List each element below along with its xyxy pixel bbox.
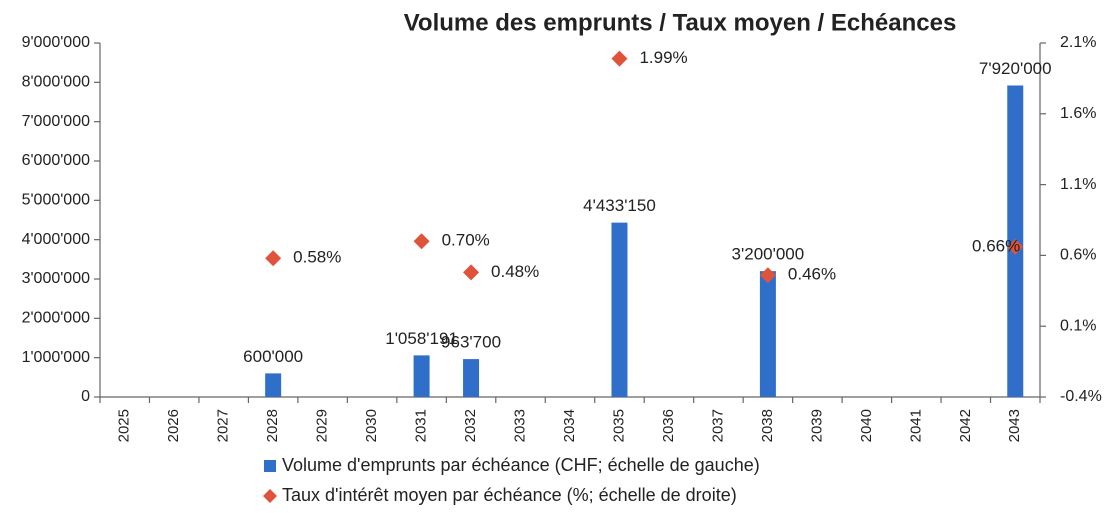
y2-tick-label: 2.1% [1060, 34, 1096, 51]
marker-value-label: 0.70% [442, 231, 490, 250]
x-tick-label: 2036 [660, 409, 677, 442]
chart-title: Volume des emprunts / Taux moyen / Echéa… [404, 9, 957, 36]
x-tick-label: 2035 [610, 409, 627, 442]
legend-swatch [264, 460, 276, 472]
x-tick-label: 2028 [264, 409, 281, 442]
y2-tick-label: 1.1% [1060, 176, 1096, 193]
bar [759, 271, 776, 397]
bar [413, 355, 430, 397]
y-tick-label: 9'000'000 [22, 34, 91, 51]
y2-tick-label: -0.4% [1060, 388, 1102, 405]
bar-value-label: 7'920'000 [979, 59, 1052, 78]
diamond-marker [265, 250, 282, 267]
x-tick-label: 2025 [116, 409, 133, 442]
bar-value-label: 600'000 [243, 347, 303, 366]
bar-value-label: 3'200'000 [732, 245, 805, 264]
y-tick-label: 6'000'000 [22, 152, 91, 169]
y-tick-label: 8'000'000 [22, 74, 91, 91]
y-tick-label: 3'000'000 [22, 270, 91, 287]
y-tick-label: 7'000'000 [22, 113, 91, 130]
y-tick-label: 2'000'000 [22, 310, 91, 327]
diamond-marker [1007, 238, 1024, 255]
y-tick-label: 5'000'000 [22, 192, 91, 209]
y2-tick-label: 0.6% [1060, 247, 1096, 264]
x-tick-label: 2043 [1006, 409, 1023, 442]
marker-value-label: 0.48% [491, 262, 539, 281]
x-tick-label: 2037 [709, 409, 726, 442]
bar-value-label: 963'700 [441, 333, 501, 352]
y2-tick-label: 0.1% [1060, 317, 1096, 334]
bar-value-label: 4'433'150 [583, 196, 656, 215]
x-tick-label: 2041 [907, 409, 924, 442]
diamond-marker [463, 264, 480, 281]
marker-value-label: 0.58% [293, 248, 341, 267]
legend-swatch [263, 489, 277, 503]
x-tick-label: 2029 [314, 409, 331, 442]
x-tick-label: 2042 [957, 409, 974, 442]
x-tick-label: 2030 [363, 409, 380, 442]
diamond-marker [611, 50, 628, 67]
bar [611, 222, 628, 397]
marker-value-label: 0.46% [788, 265, 836, 284]
x-tick-label: 2026 [165, 409, 182, 442]
x-tick-label: 2039 [808, 409, 825, 442]
x-tick-label: 2032 [462, 409, 479, 442]
bar [463, 359, 480, 397]
y-tick-label: 0 [81, 388, 90, 405]
y2-tick-label: 1.6% [1060, 105, 1096, 122]
marker-value-label: 1.99% [639, 48, 687, 67]
x-tick-label: 2027 [215, 409, 232, 442]
legend-label: Taux d'intérêt moyen par échéance (%; éc… [282, 485, 737, 505]
x-tick-label: 2033 [511, 409, 528, 442]
y-tick-label: 1'000'000 [22, 349, 91, 366]
x-tick-label: 2034 [561, 409, 578, 442]
bar-value-label: 1'058'191 [385, 329, 458, 348]
y-tick-label: 4'000'000 [22, 231, 91, 248]
diamond-marker [413, 233, 430, 250]
legend-label: Volume d'emprunts par échéance (CHF; éch… [282, 455, 760, 475]
x-tick-label: 2031 [413, 409, 430, 442]
marker-value-label: 0.66% [972, 236, 1020, 255]
bar [265, 373, 282, 397]
x-tick-label: 2040 [858, 409, 875, 442]
x-tick-label: 2038 [759, 409, 776, 442]
diamond-marker [759, 267, 776, 284]
